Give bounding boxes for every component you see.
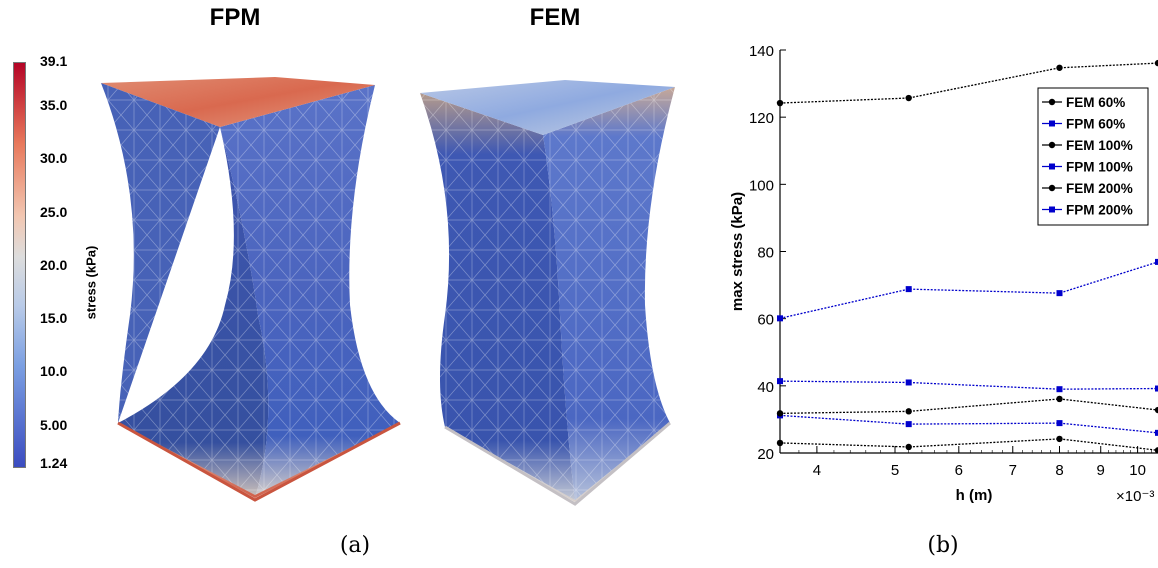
stress-renderings — [101, 77, 675, 506]
y-axis-label: max stress (kPa) — [729, 192, 746, 311]
fpm-title: FPM — [209, 4, 261, 31]
series-fpm-100- — [777, 378, 1158, 393]
legend-entry: FEM 100% — [1066, 138, 1133, 153]
colorbar-tick: 30.0 — [40, 150, 68, 166]
stress-colorbar — [13, 62, 26, 468]
legend-entry: FPM 200% — [1066, 203, 1133, 218]
series-line — [779, 62, 1158, 104]
x-tick-label: 8 — [1055, 462, 1063, 479]
data-point — [905, 408, 912, 415]
fpm-column — [101, 77, 401, 502]
max-stress-chart: 20 40 60 80 100 120 140 4 5 6 7 8 9 10 h (m) max stress… — [729, 43, 1158, 505]
data-point — [1154, 447, 1158, 454]
data-point — [1056, 64, 1063, 71]
colorbar-tick: 5.00 — [40, 417, 68, 433]
y-tick-label: 40 — [757, 379, 774, 396]
y-tick-label: 120 — [749, 110, 774, 127]
data-point — [776, 410, 784, 417]
colorbar-tick: 39.1 — [40, 53, 68, 69]
x-tick-label: 10 — [1129, 462, 1146, 479]
data-point — [1155, 429, 1158, 436]
caption-b: (b) — [927, 533, 959, 558]
x-tick-label: 6 — [955, 462, 963, 479]
y-tick-label: 100 — [749, 177, 774, 194]
data-point — [1056, 386, 1063, 393]
data-point — [776, 99, 784, 107]
series-line — [779, 398, 1158, 415]
series-fem-60- — [776, 435, 1158, 454]
legend-entry: FEM 200% — [1066, 181, 1133, 196]
x-tick-label: 9 — [1097, 462, 1105, 479]
series-fpm-60- — [777, 412, 1158, 436]
data-point — [1154, 406, 1158, 414]
legend-marker — [1049, 163, 1055, 170]
data-point — [1154, 59, 1158, 67]
data-point — [905, 94, 912, 102]
series-line — [779, 438, 1158, 451]
legend-marker — [1049, 206, 1055, 213]
colorbar-tick: 10.0 — [40, 363, 68, 379]
data-point — [905, 421, 912, 428]
series-fpm-200- — [777, 258, 1158, 322]
legend-entry: FEM 60% — [1066, 95, 1125, 110]
legend-marker — [1049, 120, 1055, 127]
data-point — [1155, 385, 1158, 392]
data-point — [777, 378, 783, 385]
colorbar-tick: 15.0 — [40, 310, 68, 326]
legend-marker — [1048, 184, 1056, 192]
fem-column — [420, 80, 675, 506]
data-point — [905, 443, 912, 451]
colorbar-tick: 35.0 — [40, 97, 68, 113]
series-fem-200- — [776, 59, 1158, 107]
data-point — [905, 286, 912, 293]
data-point — [1155, 258, 1158, 265]
y-tick-label: 140 — [749, 43, 774, 60]
y-tick-label: 80 — [757, 245, 774, 262]
legend-box — [1037, 87, 1149, 226]
y-tick-label: 20 — [757, 446, 774, 463]
series-line — [779, 380, 1158, 390]
data-point — [905, 379, 912, 386]
legend-entry: FPM 100% — [1066, 160, 1133, 175]
colorbar-tick: 1.24 — [40, 455, 68, 471]
data-point — [777, 315, 783, 322]
x-exponent-label: ×10⁻³ — [1116, 488, 1154, 505]
legend-entry: FPM 60% — [1066, 117, 1125, 132]
series-line — [779, 414, 1158, 434]
legend-marker — [1048, 141, 1056, 149]
colorbar-tick: 20.0 — [40, 257, 68, 273]
colorbar-tick: 25.0 — [40, 204, 68, 220]
legend-marker — [1048, 98, 1056, 106]
x-tick-label: 5 — [891, 462, 899, 479]
series-line — [779, 261, 1158, 319]
data-point — [1056, 290, 1063, 297]
x-tick-label: 7 — [1009, 462, 1017, 479]
x-tick-label: 4 — [813, 462, 821, 479]
data-point — [1056, 420, 1063, 427]
data-point — [776, 439, 784, 447]
data-point — [1056, 435, 1063, 443]
x-axis-label: h (m) — [956, 487, 993, 504]
caption-a: (a) — [339, 533, 371, 558]
y-tick-label: 60 — [757, 312, 774, 329]
fem-title: FEM — [529, 4, 581, 31]
series-fem-100- — [776, 395, 1158, 417]
data-point — [1056, 395, 1063, 403]
